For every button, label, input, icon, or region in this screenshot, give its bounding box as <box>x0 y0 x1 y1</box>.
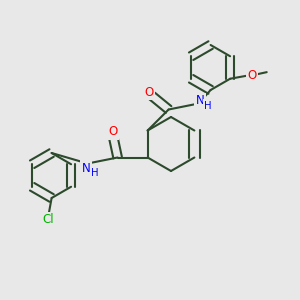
Text: N: N <box>82 161 91 175</box>
Text: H: H <box>92 168 99 178</box>
Text: Cl: Cl <box>43 213 54 226</box>
Text: O: O <box>247 69 256 82</box>
Text: O: O <box>145 86 154 99</box>
Text: N: N <box>196 94 205 107</box>
Text: O: O <box>109 125 118 139</box>
Text: H: H <box>205 101 212 111</box>
